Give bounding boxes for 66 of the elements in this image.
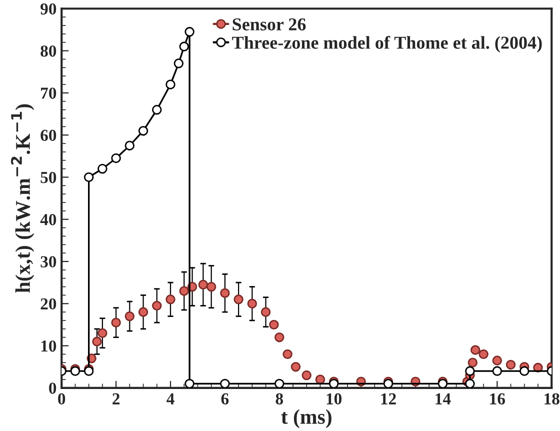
point: [302, 370, 312, 380]
point: [470, 345, 480, 355]
point: [111, 153, 121, 164]
point: [98, 328, 108, 338]
point: [465, 366, 475, 376]
point: [179, 42, 189, 52]
point: [98, 164, 108, 174]
y-tick-label: 40: [40, 214, 56, 226]
point: [234, 294, 244, 304]
point: [520, 366, 530, 376]
point: [179, 286, 189, 296]
x-tick-label: 6: [221, 393, 229, 404]
point: [206, 282, 216, 292]
point: [166, 80, 176, 90]
x-tick-label: 18: [544, 393, 560, 404]
point: [468, 358, 478, 368]
y-tick-label: 80: [40, 45, 56, 57]
y-tick-label: 10: [41, 340, 56, 352]
point: [274, 378, 284, 388]
point: [290, 362, 301, 372]
point: [166, 294, 176, 304]
point: [92, 336, 102, 346]
point: [111, 318, 121, 328]
point: [478, 349, 488, 360]
point: [282, 349, 292, 360]
point: [124, 140, 135, 150]
x-tick-label: 14: [436, 393, 451, 404]
x-tick-label: 8: [276, 393, 283, 404]
point: [220, 288, 230, 298]
point: [152, 300, 162, 311]
x-tick-label: 16: [490, 393, 505, 404]
y-tick-label: 60: [40, 130, 56, 141]
point: [492, 366, 502, 376]
y-tick-label: 20: [40, 298, 56, 310]
y-tick-label: 70: [41, 88, 56, 99]
x-axis-title: t (ms): [281, 409, 332, 428]
point: [260, 307, 271, 317]
point: [138, 307, 148, 317]
legend-label: Sensor 26: [232, 18, 306, 30]
point: [184, 26, 194, 37]
point: [152, 104, 162, 115]
point: [198, 280, 208, 290]
y-tick-label: 30: [40, 256, 56, 268]
point: [506, 360, 516, 370]
point: [138, 126, 148, 136]
legend-label: Three-zone model of Thome et al. (2004): [232, 36, 542, 52]
y-tick-label: 0: [49, 382, 56, 394]
point: [492, 356, 502, 366]
y-tick-label: 90: [40, 3, 56, 15]
y-axis-title: h(x,t) (kW.m$^{−2}$.K$^{−1}$): [10, 104, 34, 293]
x-tick-label: 12: [381, 393, 396, 404]
point: [465, 378, 475, 388]
point: [274, 332, 284, 342]
point: [247, 298, 258, 308]
x-tick-label: 0: [58, 393, 66, 404]
point: [124, 311, 135, 322]
point: [184, 378, 194, 388]
point: [174, 58, 184, 68]
point: [315, 374, 326, 384]
x-tick-label: 10: [326, 393, 342, 404]
point: [269, 320, 279, 330]
point: [220, 378, 230, 388]
x-tick-label: 4: [166, 393, 174, 404]
x-tick-label: 2: [112, 393, 120, 404]
y-tick-label: 50: [40, 172, 56, 184]
point: [84, 172, 94, 182]
